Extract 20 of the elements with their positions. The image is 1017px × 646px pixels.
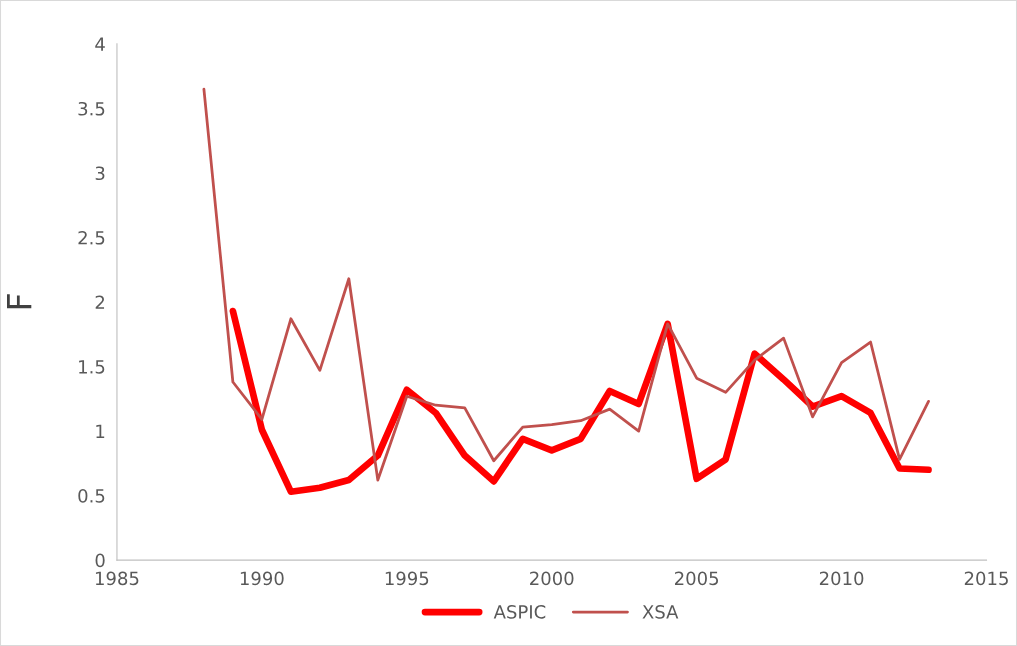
x-tick-label: 2005 (674, 571, 719, 586)
line-series (202, 87, 930, 482)
x-tick-label: 1995 (385, 571, 429, 586)
y-tick-label: 1.5 (79, 360, 105, 374)
y-tick-label: 3 (95, 166, 105, 181)
y-tick-label: 0.5 (78, 489, 105, 503)
y-axis-title: F (7, 294, 32, 309)
x-tick-label: 1985 (95, 571, 139, 586)
y-tick-label: 2.5 (78, 230, 105, 245)
x-tick-label: 1990 (240, 571, 284, 586)
y-tick-label: 0 (95, 553, 105, 568)
y-tick-label: 4 (95, 37, 105, 51)
x-tick-label: 2000 (530, 571, 574, 586)
legend-label: XSA (642, 605, 679, 619)
legend-label: ASPIC (493, 605, 546, 619)
y-tick-label: 3.5 (78, 101, 105, 116)
x-tick-label: 2015 (964, 571, 1008, 586)
y-tick-label: 1 (96, 424, 105, 438)
x-tick-label: 2010 (819, 571, 864, 586)
y-tick-label: 2 (95, 295, 105, 309)
